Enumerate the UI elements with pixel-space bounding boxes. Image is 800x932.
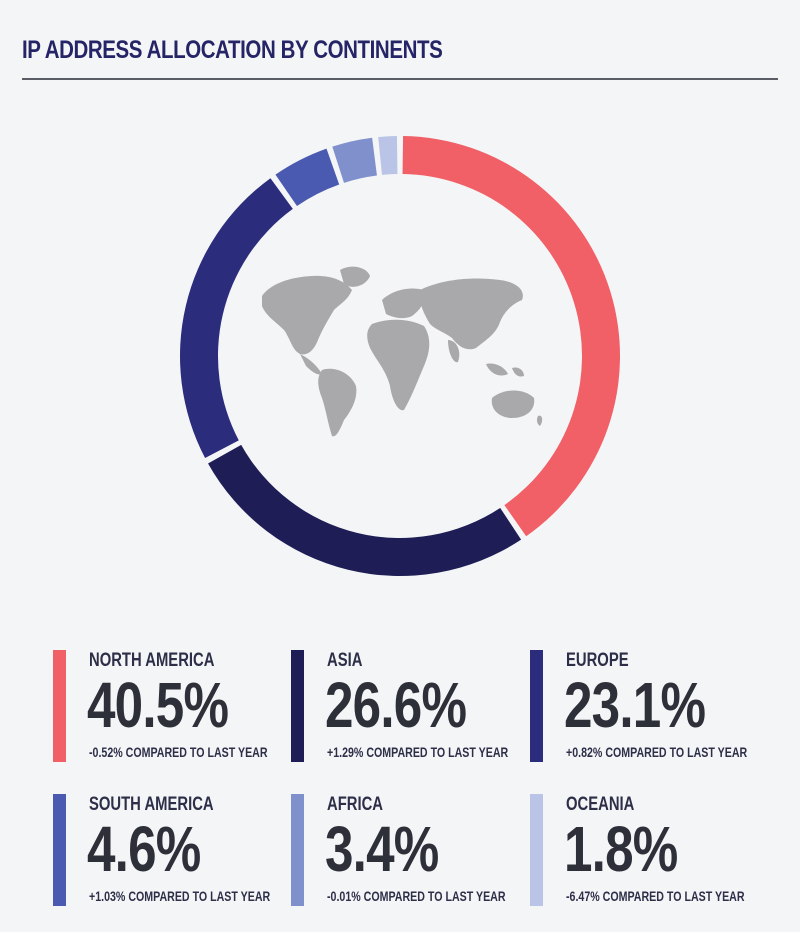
stat-value: 1.8% — [564, 813, 678, 885]
donut-slice-europe — [180, 178, 293, 459]
legend-swatch — [53, 794, 66, 906]
donut-slice-asia — [208, 444, 522, 576]
stat-change: -0.01% COMPARED TO LAST YEAR — [327, 888, 506, 904]
legend-swatch — [530, 794, 543, 906]
stat-change: +0.82% COMPARED TO LAST YEAR — [566, 744, 748, 760]
stat-label: SOUTH AMERICA — [89, 794, 214, 815]
stat-south-america: SOUTH AMERICA 4.6% +1.03% COMPARED TO LA… — [53, 794, 283, 908]
donut-slice-north-america — [402, 136, 620, 537]
donut-slice-africa — [332, 137, 377, 183]
stat-label: AFRICA — [327, 794, 383, 815]
stat-value: 23.1% — [564, 669, 706, 741]
donut-slices — [180, 136, 620, 576]
title-divider — [22, 78, 778, 80]
donut-slice-oceania — [378, 136, 398, 175]
stat-label: NORTH AMERICA — [89, 650, 215, 671]
world-map-icon — [262, 266, 543, 437]
donut-chart — [180, 136, 620, 576]
stat-label: OCEANIA — [566, 794, 635, 815]
legend-swatch — [53, 650, 66, 762]
chart-title: IP ADDRESS ALLOCATION BY CONTINENTS — [22, 36, 443, 64]
stat-change: +1.03% COMPARED TO LAST YEAR — [89, 888, 271, 904]
stat-label: EUROPE — [566, 650, 629, 671]
stat-change: -6.47% COMPARED TO LAST YEAR — [566, 888, 745, 904]
stat-value: 26.6% — [325, 669, 467, 741]
legend-swatch — [291, 794, 304, 906]
stat-change: +1.29% COMPARED TO LAST YEAR — [327, 744, 509, 760]
stat-north-america: NORTH AMERICA 40.5% -0.52% COMPARED TO L… — [53, 650, 283, 764]
stat-value: 40.5% — [87, 669, 229, 741]
stat-asia: ASIA 26.6% +1.29% COMPARED TO LAST YEAR — [291, 650, 521, 764]
legend-swatch — [530, 650, 543, 762]
stat-europe: EUROPE 23.1% +0.82% COMPARED TO LAST YEA… — [530, 650, 760, 764]
stat-change: -0.52% COMPARED TO LAST YEAR — [89, 744, 268, 760]
stat-africa: AFRICA 3.4% -0.01% COMPARED TO LAST YEAR — [291, 794, 521, 908]
stat-label: ASIA — [327, 650, 363, 671]
legend-swatch — [291, 650, 304, 762]
stat-value: 4.6% — [87, 813, 201, 885]
stat-value: 3.4% — [325, 813, 439, 885]
stat-oceania: OCEANIA 1.8% -6.47% COMPARED TO LAST YEA… — [530, 794, 760, 908]
donut-slice-south-america — [275, 148, 340, 206]
